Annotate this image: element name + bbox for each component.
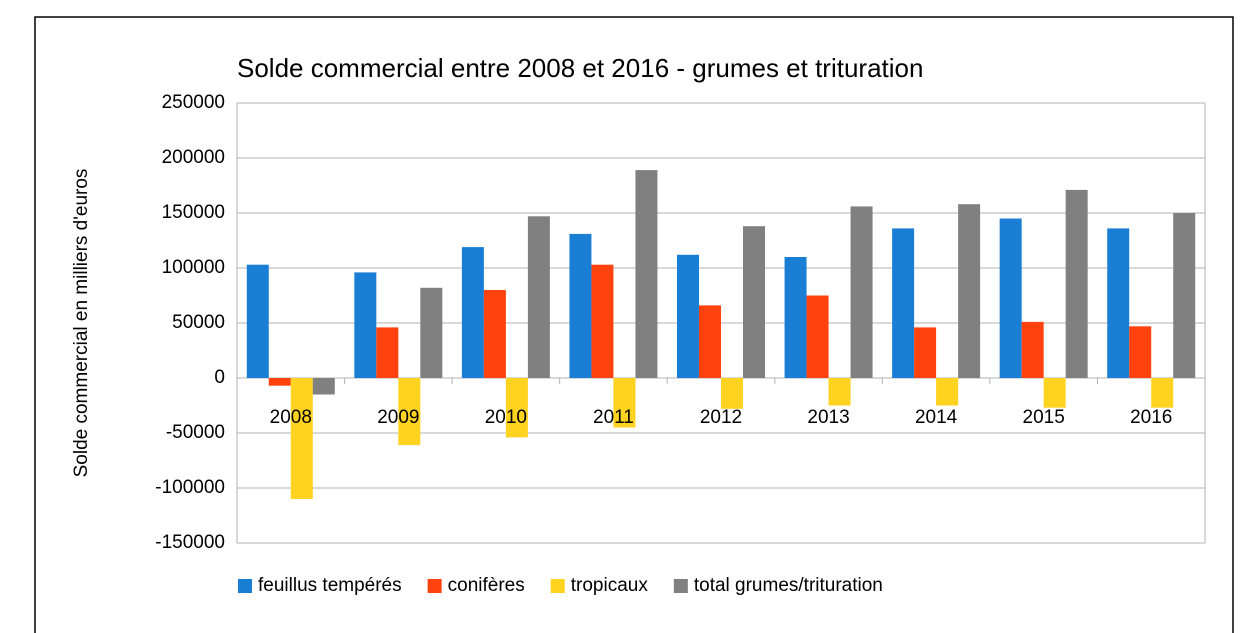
bar [569,233,592,378]
bar [1043,378,1066,408]
bar [613,378,636,428]
y-tick-label: -50000 [166,422,225,443]
x-tick-label: 2009 [377,407,419,428]
y-tick-label: -150000 [155,532,225,553]
y-tick-label: 150000 [162,202,225,223]
bar [483,290,506,378]
bar [290,378,313,499]
bar [591,264,614,378]
bar [1173,213,1196,378]
y-axis-label: Solde commercial en milliers d'euros [71,169,92,478]
bar [376,327,399,378]
y-tick-label: 0 [214,367,225,388]
x-tick-label: 2012 [700,407,742,428]
bar [1129,326,1152,378]
x-tick-label: 2010 [485,407,527,428]
legend-label: conifères [448,575,525,596]
x-tick-label: 2016 [1130,407,1172,428]
bar [505,378,528,438]
legend-label: total grumes/trituration [694,575,883,596]
bar [677,254,699,378]
bar [1107,228,1130,378]
x-tick-label: 2013 [807,407,849,428]
bar [461,247,484,378]
y-tick-label: 50000 [172,312,225,333]
x-tick-label: 2008 [270,407,312,428]
legend-label: feuillus tempérés [258,575,402,596]
bar [1151,378,1174,408]
bar [892,228,915,378]
y-tick-label: 200000 [162,147,225,168]
bar [850,206,873,378]
bar [958,204,981,378]
bar [420,287,443,378]
bar [784,257,807,378]
y-tick-label: 100000 [162,257,225,278]
bar [246,264,269,378]
chart-title: Solde commercial entre 2008 et 2016 - gr… [237,53,923,83]
legend-swatch [427,579,442,593]
bar [398,378,421,446]
bar [914,327,937,378]
bar [354,272,377,378]
x-tick-label: 2014 [915,407,958,428]
legend-swatch [550,579,565,593]
bar [828,378,851,406]
y-tick-label: -100000 [155,477,225,498]
bar [1065,189,1088,378]
y-tick-label: 250000 [162,92,225,113]
x-tick-label: 2015 [1023,407,1065,428]
legend-swatch [673,579,688,593]
bar [635,170,658,378]
legend-swatch [238,579,252,593]
bar [699,305,721,378]
bar [312,378,335,395]
bar [721,378,743,409]
x-tick-label: 2011 [593,407,634,428]
bar [806,295,829,378]
bar [999,218,1022,378]
legend-label: tropicaux [571,575,649,596]
bar [1021,321,1044,378]
bar [743,226,765,378]
bar [527,216,550,378]
bar [268,378,291,386]
bar [936,378,959,406]
